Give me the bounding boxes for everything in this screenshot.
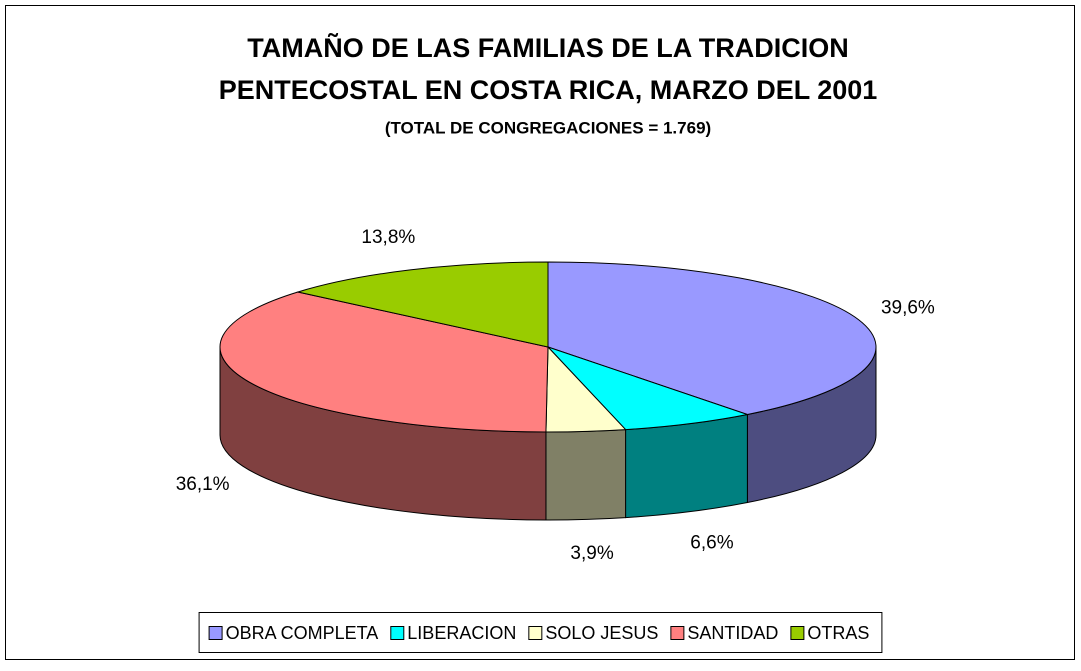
data-label: 3,9% — [570, 543, 613, 564]
pie-slice — [295, 261, 549, 348]
data-label: 39,6% — [881, 298, 935, 319]
legend-swatch — [528, 626, 543, 640]
data-label: 13,8% — [361, 227, 415, 248]
data-label: 6,6% — [690, 532, 733, 553]
data-labels: 39,6% 6,6% 3,9% 36,1% 13,8% — [176, 227, 935, 564]
legend-label: OBRA COMPLETA — [226, 623, 379, 643]
legend-swatch — [208, 626, 223, 640]
legend-swatch — [790, 626, 805, 640]
legend-swatch — [670, 626, 685, 640]
chart-title: TAMAÑO DE LAS FAMILIAS DE LA TRADICION — [247, 32, 848, 63]
chart-subtitle: (TOTAL DE CONGREGACIONES = 1.769) — [385, 118, 711, 137]
pie-slice — [547, 261, 877, 416]
legend-label: SANTIDAD — [687, 623, 778, 643]
pie-side — [545, 429, 627, 521]
pie-slice — [547, 346, 750, 431]
pie-sides — [219, 346, 877, 521]
legend-label: SOLO JESUS — [545, 623, 658, 643]
pie-slice — [219, 291, 549, 433]
chart-title: PENTECOSTAL EN COSTA RICA, MARZO DEL 200… — [219, 75, 878, 105]
legend-items: OBRA COMPLETA LIBERACION SOLO JESUS SANTIDA… — [208, 623, 869, 643]
data-label: 36,1% — [176, 474, 230, 495]
legend-swatch — [390, 626, 405, 640]
legend-label: LIBERACION — [407, 623, 516, 643]
legend-label: OTRAS — [807, 623, 869, 643]
pie-side — [625, 413, 748, 519]
pie-tops — [219, 261, 877, 433]
